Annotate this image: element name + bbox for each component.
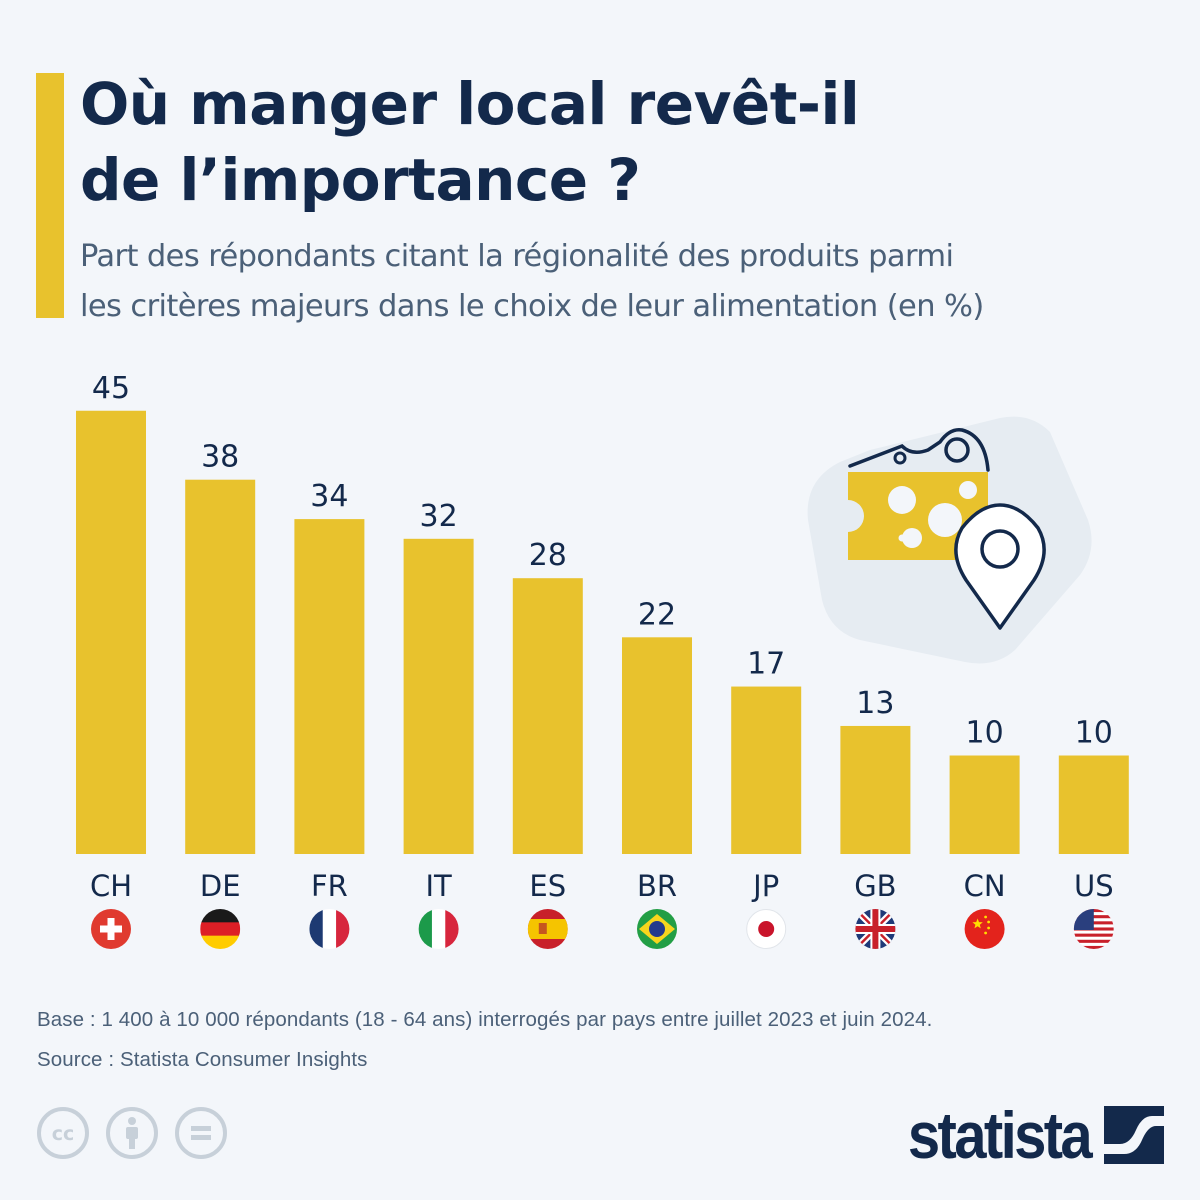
japan-flag-icon (746, 909, 787, 949)
bar-it (403, 538, 474, 854)
creative-commons-icon[interactable]: cc (36, 1106, 90, 1160)
bar-jp (731, 686, 802, 854)
brand-wordmark: statista (907, 1098, 1093, 1172)
attribution-icon[interactable] (105, 1106, 159, 1160)
value-label-ch: 45 (92, 371, 130, 406)
subtitle-line-1: Part des répondants citant la régionalit… (80, 239, 954, 274)
base-note: Base : 1 400 à 10 000 répondants (18 - 6… (37, 1008, 933, 1031)
category-label-de: DE (200, 869, 241, 903)
value-label-cn: 10 (966, 716, 1004, 751)
category-label-ch: CH (90, 869, 132, 903)
value-label-de: 38 (201, 440, 239, 475)
category-label-jp: JP (751, 869, 779, 903)
category-label-fr: FR (311, 869, 348, 903)
category-label-br: BR (637, 869, 677, 903)
statista-logo[interactable]: statista (883, 1100, 1164, 1170)
bar-de (185, 479, 256, 854)
switzerland-flag-icon (91, 909, 131, 949)
united-kingdom-flag-icon (855, 909, 896, 949)
value-label-jp: 17 (747, 647, 785, 682)
value-label-es: 28 (529, 538, 567, 573)
spain-flag-icon (527, 909, 568, 949)
category-label-it: IT (425, 869, 452, 903)
category-label-gb: GB (854, 869, 896, 903)
page-subtitle: Part des répondants citant la régionalit… (80, 232, 1190, 332)
title-accent-bar (36, 73, 64, 318)
title-line-2: de l’importance ? (80, 146, 641, 214)
china-flag-icon (964, 909, 1005, 949)
no-derivatives-icon[interactable] (174, 1106, 228, 1160)
bar-chart: 45 CH 38 DE 34 FR 32 IT 28 ES 22 BR 17 JP 13 GB 10 CN 10 US (76, 371, 1129, 949)
category-label-us: US (1074, 869, 1114, 903)
bar-us (1058, 755, 1129, 854)
brazil-flag-icon (637, 909, 677, 949)
svg-text:cc: cc (52, 1123, 75, 1145)
cheese-with-location-pin-icon (807, 416, 1092, 664)
statista-mark-icon (1104, 1106, 1164, 1164)
license-icons: cc (36, 1106, 228, 1160)
cheese-top-outline (848, 428, 990, 472)
title-line-1: Où manger local revêt-il (80, 70, 860, 138)
value-label-gb: 13 (856, 686, 894, 721)
page-title: Où manger local revêt-il de l’importance… (80, 66, 1180, 218)
category-label-cn: CN (964, 869, 1006, 903)
category-label-es: ES (529, 869, 566, 903)
value-label-br: 22 (638, 597, 676, 632)
bar-br (622, 637, 692, 854)
united-states-flag-icon (1073, 909, 1114, 949)
value-label-us: 10 (1075, 716, 1113, 751)
subtitle-line-2: les critères majeurs dans le choix de le… (80, 289, 984, 324)
france-flag-icon (309, 909, 350, 949)
italy-flag-icon (418, 909, 459, 949)
value-label-fr: 34 (310, 479, 348, 514)
source-note: Source : Statista Consumer Insights (37, 1048, 368, 1071)
bar-cn (949, 755, 1020, 854)
value-label-it: 32 (420, 499, 458, 534)
bar-fr (294, 519, 365, 854)
bar-es (512, 578, 583, 854)
footer-notes: Base : 1 400 à 10 000 répondants (18 - 6… (37, 1000, 932, 1080)
cheese-body (848, 472, 988, 560)
bar-gb (840, 725, 911, 854)
germany-flag-icon (200, 909, 241, 949)
bar-ch (76, 410, 146, 854)
